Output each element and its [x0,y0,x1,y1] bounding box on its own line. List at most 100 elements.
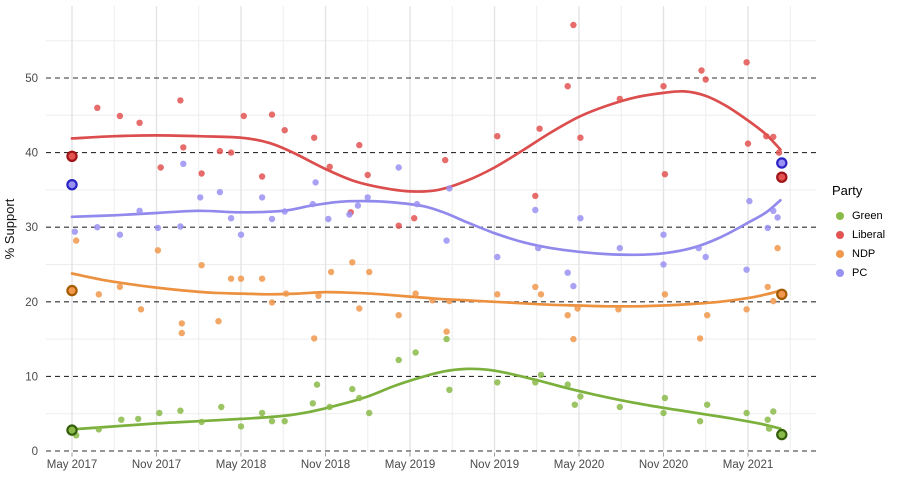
scatter-point [177,223,184,230]
x-tick-label: May 2017 [47,459,98,471]
legend: Party Green Liberal NDP PC [830,183,885,282]
scatter-point [698,67,705,74]
trend-line-pc [70,198,782,257]
scatter-point [237,275,245,282]
election-result-pc [776,157,788,169]
scatter-point [136,207,143,214]
scatter-point [156,409,163,417]
scatter-point [281,418,288,425]
green-swatch-icon [836,211,844,220]
legend-item-label: Liberal [852,228,886,241]
scatter-point [770,408,777,415]
scatter-point [135,415,142,423]
scatter-point [178,320,185,327]
scatter-point [198,262,205,269]
scatter-point [268,111,276,118]
scatter-point [227,149,235,156]
scatter-point [494,291,501,298]
election-result-green [66,424,78,436]
scatter-point [354,202,362,209]
scatter-point [564,312,571,319]
trend-line-green [70,367,782,431]
scatter-point [197,194,204,201]
scatter-point [281,127,288,134]
legend-item-liberal[interactable]: Liberal [830,225,885,244]
scatter-point [366,268,373,276]
scatter-point [660,231,667,238]
scatter-point [494,133,501,140]
scatter-point [574,305,581,312]
scatter-point [178,329,185,337]
scatter-point [237,423,245,430]
scatter-point [564,83,571,90]
scatter-point [198,418,205,426]
scatter-point [564,269,571,276]
scatter-point [180,160,187,167]
scatter-point [395,164,402,171]
scatter-point [746,197,753,205]
scatter-point [136,119,143,127]
points-green [73,335,777,439]
election-result-pc [66,178,78,191]
scatter-point [356,141,363,149]
y-axis-title: % Support [2,198,17,259]
scatter-point [356,394,363,402]
scatter-point [326,163,333,170]
scatter-point [764,224,771,232]
scatter-point [577,215,584,222]
election-result-ndp [66,284,78,297]
scatter-point [240,112,247,120]
scatter-point [325,215,332,223]
scatter-point [764,283,771,291]
y-tick-label: 50 [25,73,38,85]
scatter-points [71,21,783,439]
scatter-point [313,381,321,388]
legend-item-pc[interactable]: PC [830,263,885,282]
y-tick-label: 20 [25,297,38,309]
scatter-point [442,156,449,164]
scatter-point [366,409,373,417]
y-tick-label: 40 [25,148,38,160]
scatter-point [258,409,266,417]
scatter-point [73,237,80,244]
x-tick-label: Nov 2020 [639,459,688,471]
scatter-point [704,401,711,408]
trend-lines [70,89,782,431]
legend-item-green[interactable]: Green [830,206,885,225]
scatter-point [616,95,623,103]
points-pc [71,160,781,290]
scatter-point [429,297,436,304]
axis-labels: 0 10 20 30 40 50 May 2017 Nov 2017 May 2018 Nov 2… [2,73,773,471]
scatter-point [743,59,750,66]
scatter-point [118,416,125,423]
scatter-point [216,188,224,196]
scatter-point [349,259,356,266]
scatter-point [536,125,543,132]
scatter-point [577,134,584,141]
scatter-point [570,335,577,343]
scatter-point [180,144,187,151]
scatter-point [315,292,322,299]
liberal-swatch-icon [836,230,844,239]
scatter-point [326,403,333,411]
election-result-liberal [66,150,78,162]
x-tick-label: Nov 2019 [470,459,519,471]
scatter-point [258,275,266,282]
legend-item-ndp[interactable]: NDP [830,244,885,263]
y-tick-label: 10 [25,371,38,383]
scatter-point [116,112,124,120]
x-tick-label: May 2020 [554,459,605,471]
scatter-point [137,306,145,313]
scatter-point [281,208,288,215]
scatter-point [774,214,781,221]
scatter-point [616,244,623,252]
scatter-point [446,185,453,192]
scatter-point [258,194,266,201]
scatter-point [395,312,402,319]
scatter-point [532,283,539,291]
legend-item-label: PC [852,266,868,279]
scatter-point [311,134,318,141]
scatter-point [94,104,101,112]
scatter-point [537,371,545,379]
